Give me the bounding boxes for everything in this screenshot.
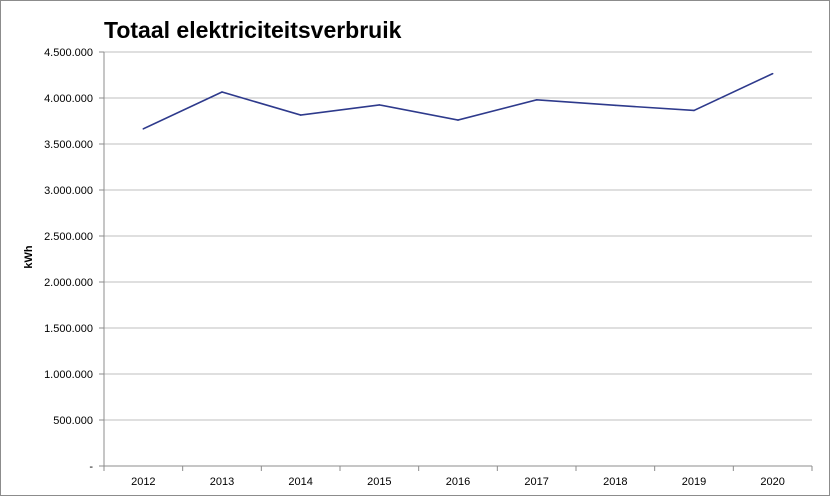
y-tick-label: 2.000.000 [44,277,93,289]
x-tick-label: 2016 [446,476,470,488]
y-tick-label: 2.500.000 [44,231,93,243]
data-point [693,109,695,112]
chart-title: Totaal elektriciteitsverbruik [104,17,402,43]
x-tick-label: 2020 [760,476,784,488]
data-point [221,91,223,93]
x-tick-label: 2017 [524,476,548,488]
y-tick-label: 3.000.000 [44,185,93,197]
x-tick-label: 2012 [131,476,155,488]
data-point [378,104,381,106]
x-axis-ticks: 2012 2013 2014 2015 2016 2017 2018 2019 2020 [131,476,785,488]
x-tick-label: 2019 [682,476,706,488]
x-tick-label: 2018 [603,476,627,488]
y-tick-label: - [89,461,93,473]
y-tick-label: 3.500.000 [44,139,93,151]
data-point [457,119,459,121]
y-tick-label: 1.500.000 [44,323,93,335]
y-tick-label: 4.500.000 [44,47,93,59]
series-layer [142,72,774,130]
axes [99,51,813,471]
y-axis-label: kWh [23,245,35,269]
x-tick-label: 2014 [288,476,312,488]
data-point [614,104,617,107]
gridlines [104,51,812,421]
y-tick-label: 1.000.000 [44,369,93,381]
y-tick-label: 500.000 [53,415,93,427]
x-tick-label: 2015 [367,476,391,488]
x-tick-label: 2013 [210,476,234,488]
data-point [771,72,774,75]
data-point [535,99,538,101]
y-axis-ticks: - 500.000 1.000.000 1.500.000 2.000.000 2.500… [44,47,93,473]
data-point [299,114,302,116]
y-tick-label: 4.000.000 [44,93,93,105]
data-point [142,128,145,130]
